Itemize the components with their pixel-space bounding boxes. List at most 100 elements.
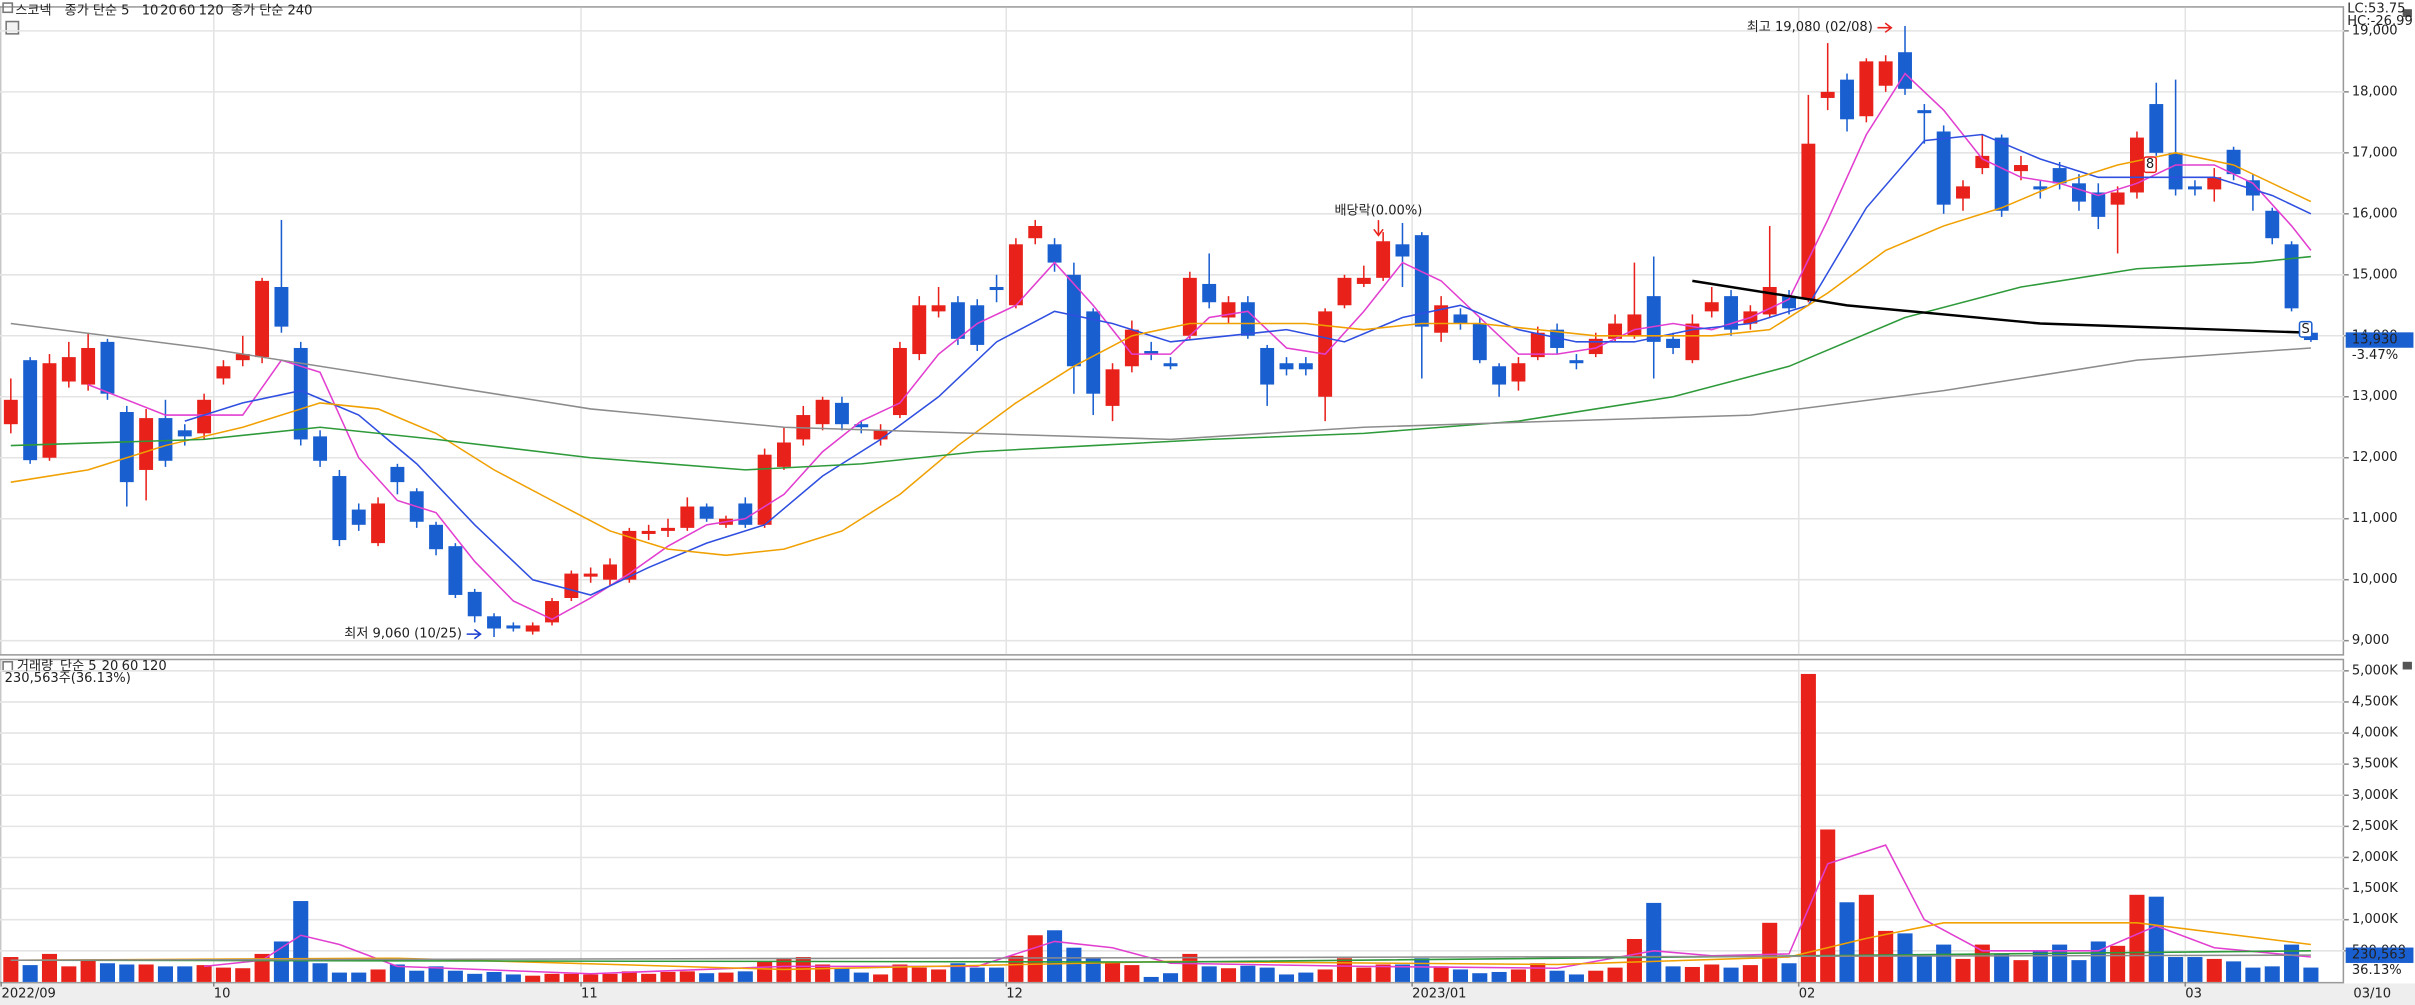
candle-body <box>738 503 753 525</box>
candle-body <box>506 625 521 629</box>
volume-bar <box>911 967 927 982</box>
volume-bar <box>1259 967 1275 982</box>
candle-body <box>23 360 38 461</box>
legend-entry: 종가 단순 5 <box>65 2 130 18</box>
volume-bar <box>1897 933 1913 982</box>
volume-bar <box>1646 902 1662 982</box>
ma-line <box>10 322 2311 441</box>
volume-bar <box>2148 896 2164 982</box>
candle-body <box>3 399 18 425</box>
volume-bar <box>699 973 715 982</box>
legend-entry: 120 <box>142 659 167 674</box>
candle-body <box>197 399 212 434</box>
candle-body <box>216 366 231 379</box>
legend-entry: 120 <box>199 3 224 18</box>
y-tick-label: 13,000 <box>2352 389 2398 404</box>
volume-bar <box>1336 958 1353 982</box>
volume-bar <box>2206 958 2222 982</box>
volume-bar <box>196 965 212 982</box>
volume-bar <box>1626 938 1642 982</box>
volume-bar <box>1588 970 1604 982</box>
candle-body <box>1047 244 1062 263</box>
volume-bar <box>2013 960 2029 982</box>
volume-bar <box>177 966 193 982</box>
change-label: -3.47% <box>2352 348 2398 363</box>
candle-body <box>1704 302 1719 312</box>
candle-body <box>1511 363 1526 382</box>
candle-body <box>950 302 965 339</box>
arrow <box>1373 220 1384 237</box>
candle-body <box>158 418 173 461</box>
volume-bar <box>1394 964 1411 982</box>
volume-bar <box>2264 966 2280 982</box>
volume-ma-line <box>10 922 2311 971</box>
volume-bar <box>2110 945 2126 982</box>
candle-body <box>1066 274 1081 367</box>
x-tick-label: 10 <box>214 987 231 1002</box>
candle-body <box>1878 61 1893 86</box>
marker-box <box>2298 320 2313 338</box>
volume-bar <box>1665 966 1681 982</box>
candle-body <box>2207 177 2222 190</box>
legend-entry: 종가 단순 240 <box>231 2 312 18</box>
y-tick-label: 4,000K <box>2352 726 2398 741</box>
volume-bar <box>235 968 251 982</box>
volume-bar <box>950 963 966 982</box>
legend-entry: 60 <box>122 659 139 674</box>
marker-box <box>2143 156 2158 174</box>
candle-body <box>564 573 579 598</box>
volume-bar <box>467 973 483 982</box>
volume-bar <box>2226 961 2242 982</box>
volume-bar <box>1568 974 1584 982</box>
candle-body <box>2014 165 2028 172</box>
volume-bar <box>1955 958 1971 982</box>
candle-body <box>1859 61 1874 117</box>
candle-body <box>931 305 946 312</box>
volume-bar <box>892 964 908 982</box>
volume-bar <box>583 974 599 982</box>
legend-title: 거래량 <box>17 658 53 674</box>
candle-body <box>1627 314 1642 336</box>
candle-body <box>2187 186 2202 190</box>
candle-body <box>1492 366 1507 385</box>
candle-body <box>1376 241 1391 278</box>
volume-bar <box>1742 965 1758 982</box>
y-tick-label: 17,000 <box>2352 145 2398 160</box>
volume-bar <box>215 967 231 982</box>
candle-body <box>757 454 772 525</box>
candle-body <box>448 546 463 595</box>
volume-bar <box>331 972 347 982</box>
arrow <box>466 628 482 640</box>
volume-bar <box>80 960 96 982</box>
candle-body <box>274 286 289 327</box>
y-tick-label: 16,000 <box>2352 206 2398 221</box>
candle-body <box>834 402 849 425</box>
volume-bar <box>41 953 58 982</box>
candle-body <box>1086 311 1101 394</box>
volume-bar <box>621 971 637 982</box>
volume-bar <box>370 969 386 982</box>
volume-bar <box>99 963 116 982</box>
volume-bar <box>1491 971 1507 982</box>
volume-bar <box>873 974 889 982</box>
annotation: 최고 19,080 (02/08) <box>1747 19 1873 35</box>
candle-body <box>661 527 675 531</box>
annotation: 8 <box>2146 157 2154 172</box>
candle-body <box>1202 283 1217 303</box>
candle-body <box>1028 226 1043 239</box>
volume-bar <box>293 901 309 982</box>
candle-body <box>970 305 985 345</box>
y-tick-label: 1,000K <box>2352 912 2398 927</box>
candle-body <box>371 503 386 544</box>
volume-bar <box>679 971 695 982</box>
candle-body <box>1608 323 1623 339</box>
candle-body <box>912 305 927 355</box>
volume-bar <box>1723 967 1739 982</box>
candle-body <box>1279 363 1294 370</box>
volume-bar <box>1800 673 1816 982</box>
y-tick-label: 11,000 <box>2352 511 2398 526</box>
volume-bar <box>505 974 521 982</box>
